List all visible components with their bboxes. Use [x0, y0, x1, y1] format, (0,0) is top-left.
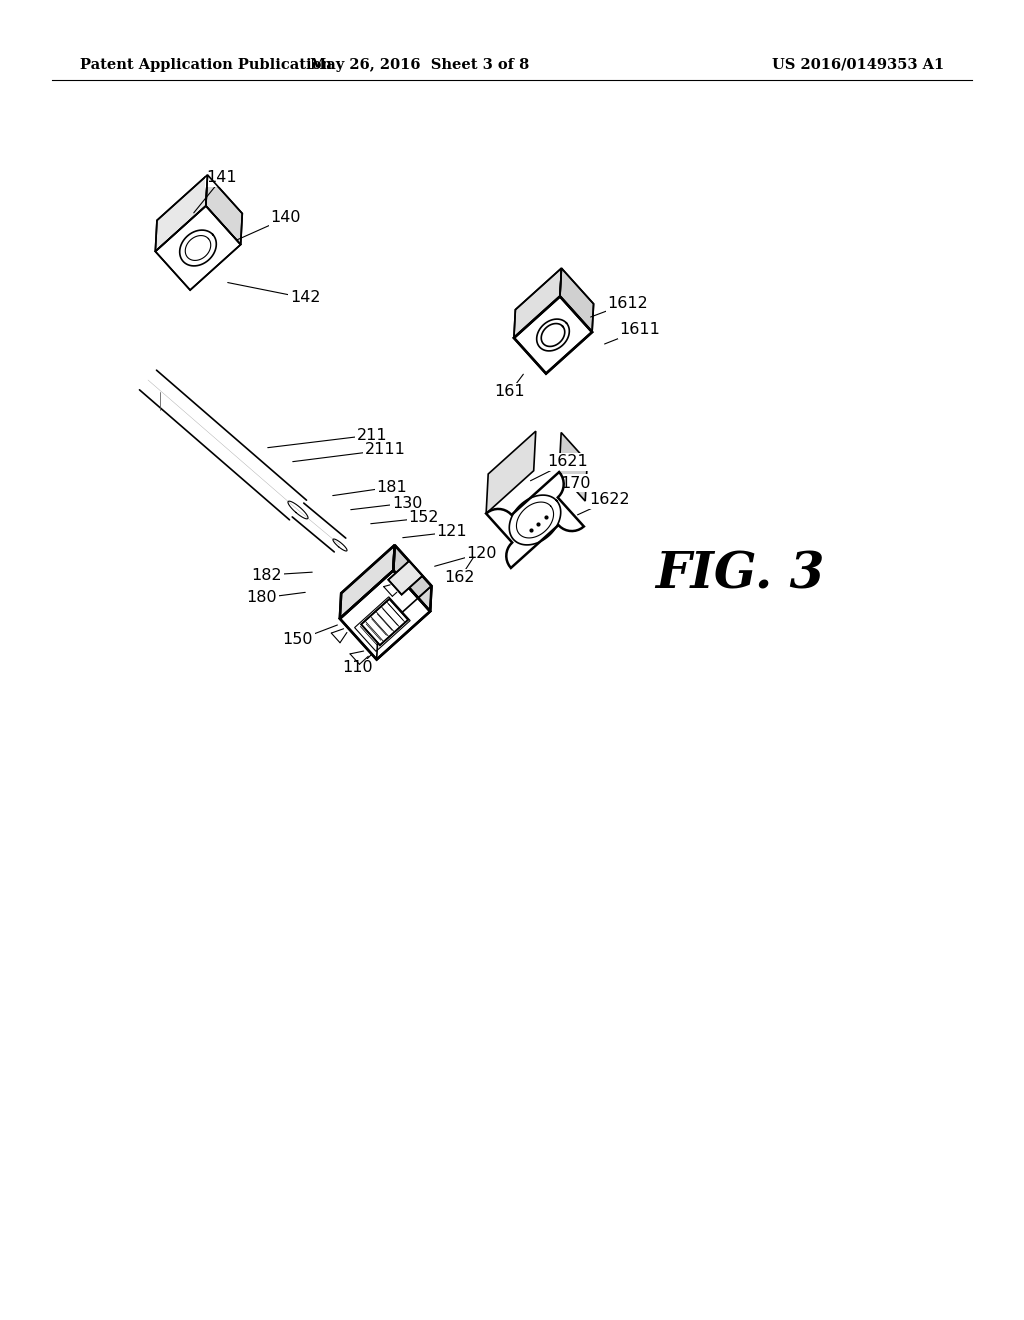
Polygon shape [486, 473, 584, 568]
Polygon shape [393, 545, 431, 611]
Text: 181: 181 [377, 479, 408, 495]
Text: 2111: 2111 [365, 442, 406, 458]
Text: US 2016/0149353 A1: US 2016/0149353 A1 [772, 58, 944, 73]
Text: 182: 182 [252, 568, 283, 582]
Text: 211: 211 [356, 428, 387, 442]
Text: 180: 180 [247, 590, 278, 606]
Text: 1622: 1622 [590, 492, 631, 507]
Text: 142: 142 [290, 290, 321, 305]
Polygon shape [486, 432, 536, 513]
Text: 1611: 1611 [620, 322, 660, 338]
Polygon shape [156, 206, 241, 290]
Text: 150: 150 [283, 632, 313, 648]
Text: 140: 140 [270, 210, 301, 226]
Polygon shape [156, 174, 208, 251]
Polygon shape [388, 561, 423, 594]
Text: 120: 120 [467, 545, 498, 561]
Text: 1621: 1621 [548, 454, 589, 470]
Polygon shape [340, 570, 430, 660]
Text: 141: 141 [207, 170, 238, 186]
Text: 170: 170 [560, 475, 590, 491]
Polygon shape [514, 297, 592, 374]
Text: 1612: 1612 [607, 296, 648, 310]
Polygon shape [514, 268, 561, 338]
Text: May 26, 2016  Sheet 3 of 8: May 26, 2016 Sheet 3 of 8 [310, 58, 529, 73]
Text: FIG. 3: FIG. 3 [655, 550, 824, 599]
Polygon shape [206, 174, 243, 244]
Polygon shape [559, 433, 588, 502]
Polygon shape [361, 599, 409, 645]
Text: 110: 110 [343, 660, 374, 676]
Polygon shape [340, 545, 394, 619]
Polygon shape [560, 268, 594, 333]
Text: 152: 152 [409, 511, 439, 525]
Polygon shape [377, 586, 431, 660]
Text: 121: 121 [436, 524, 467, 540]
Text: Patent Application Publication: Patent Application Publication [80, 58, 332, 73]
Text: 162: 162 [444, 570, 475, 586]
Text: 161: 161 [495, 384, 525, 400]
Text: 130: 130 [392, 495, 422, 511]
